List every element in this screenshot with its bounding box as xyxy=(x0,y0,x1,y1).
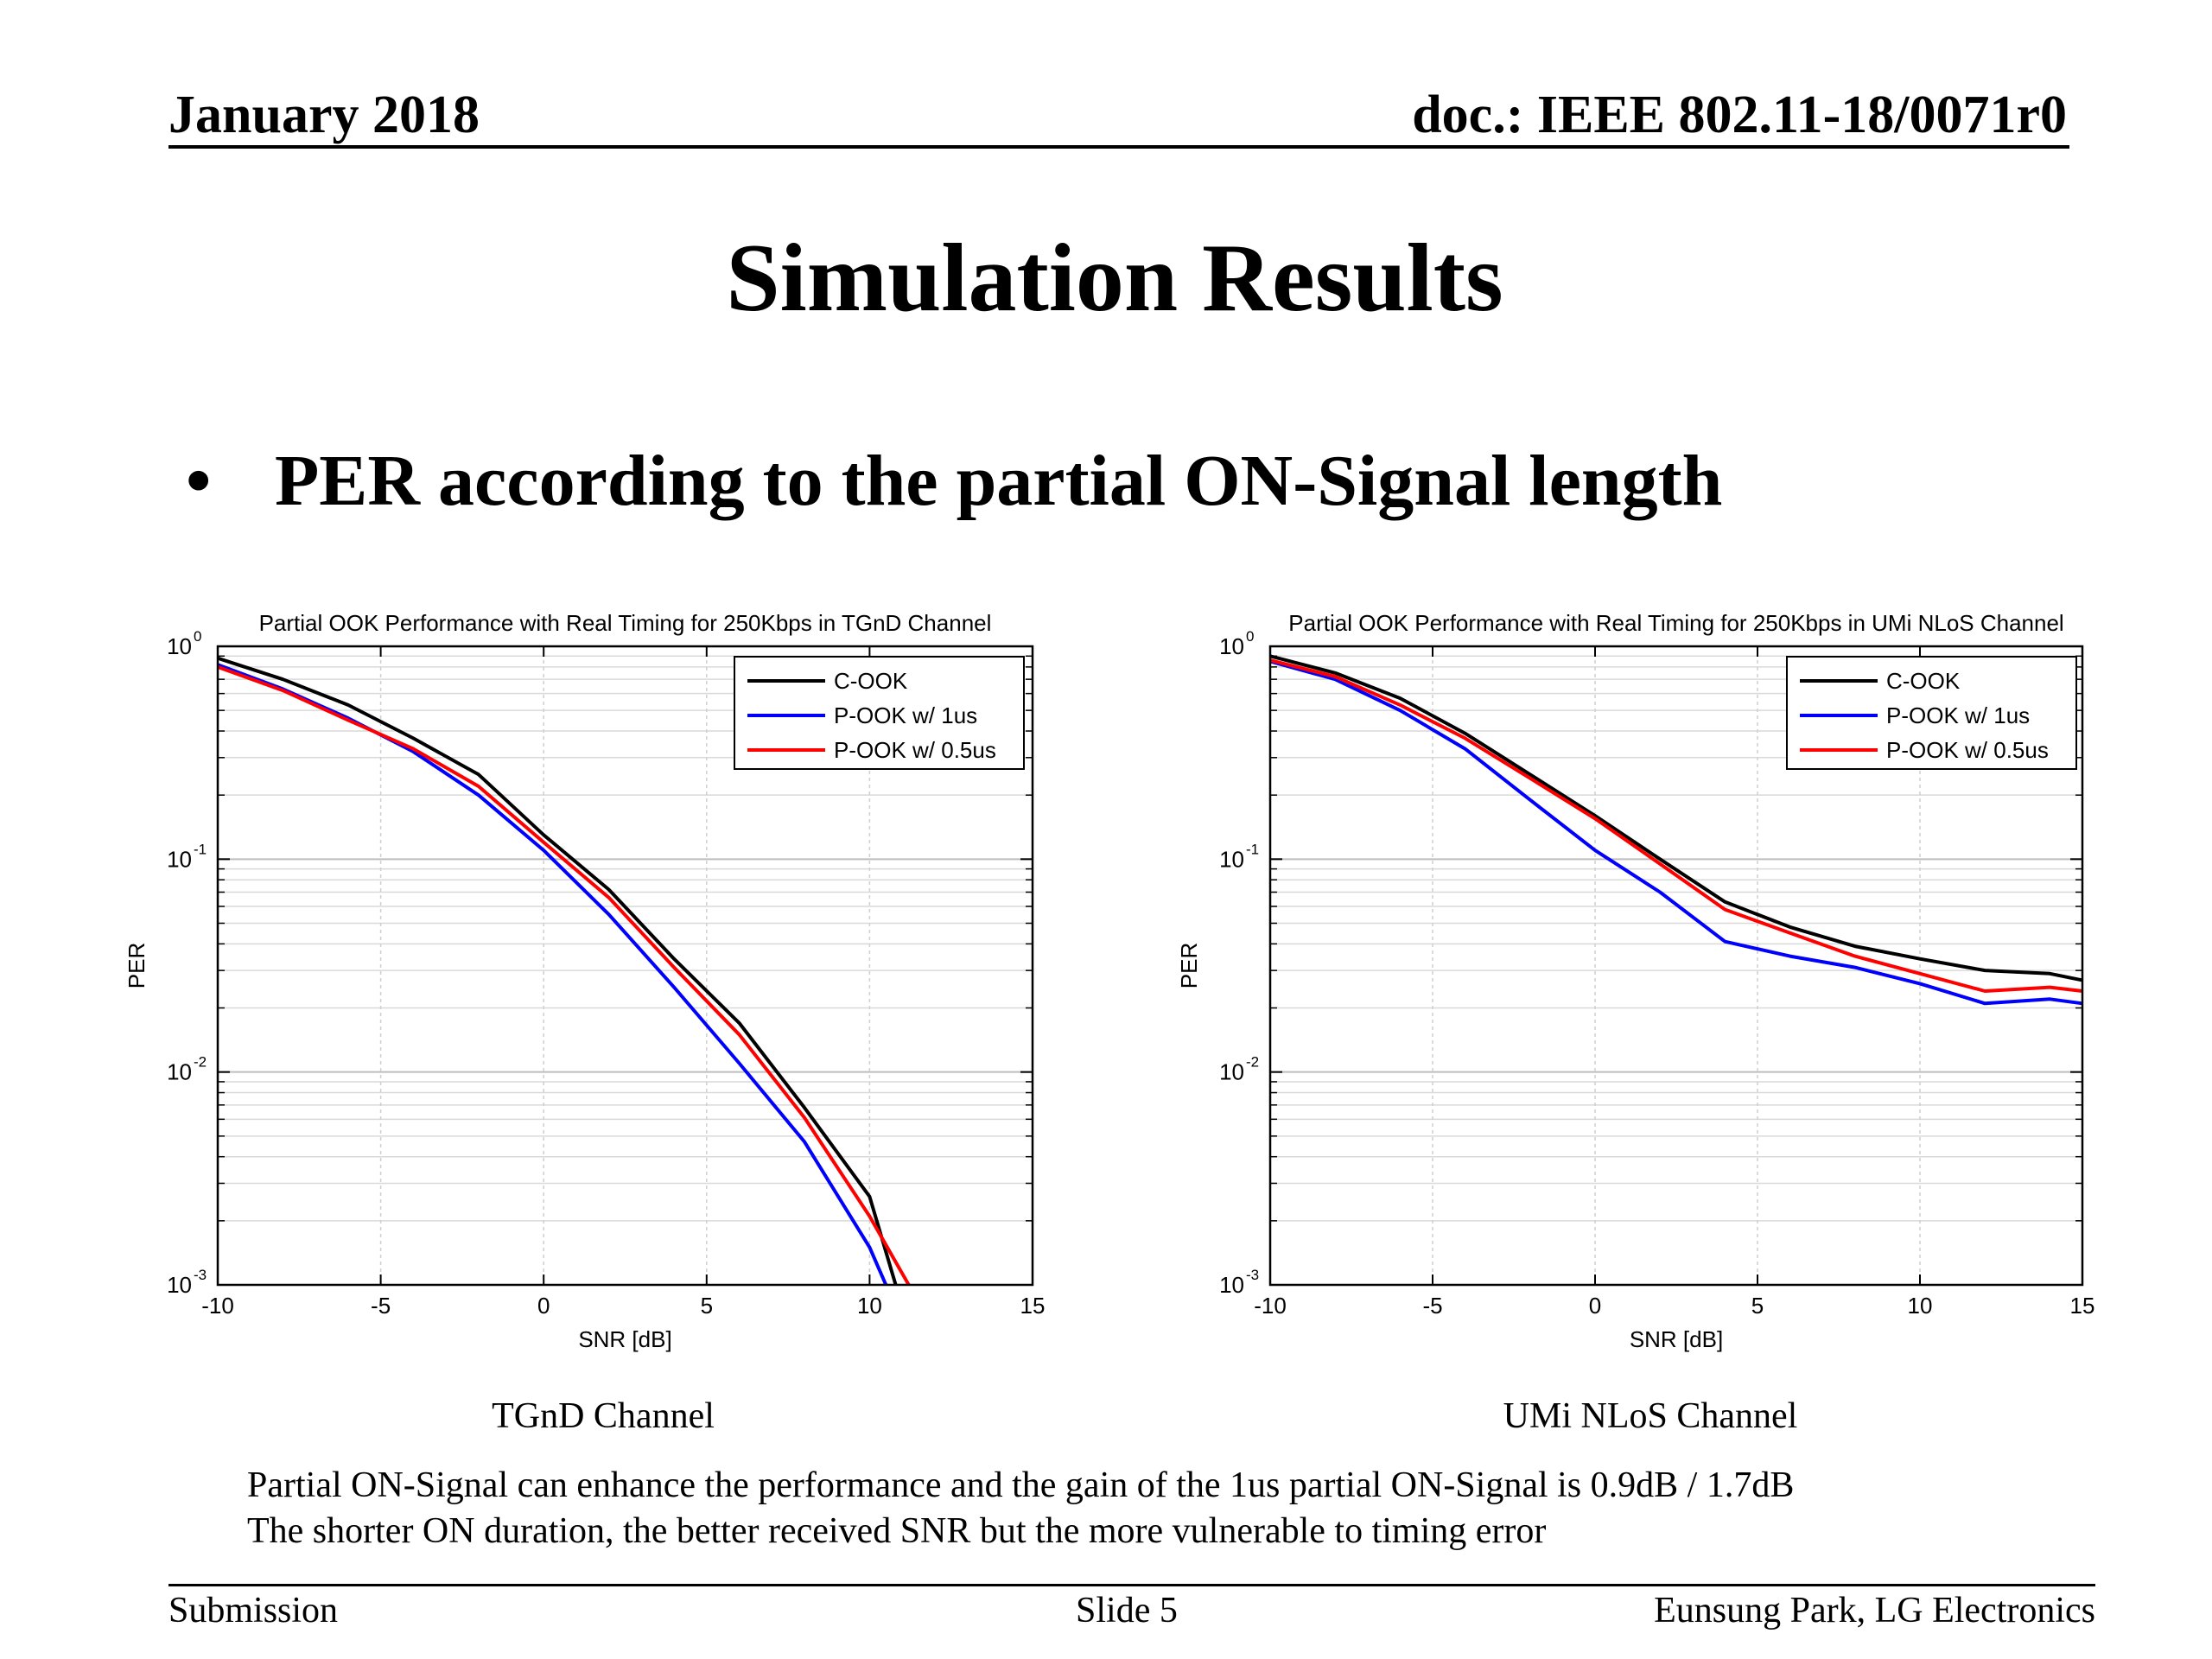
header-date: January 2018 xyxy=(168,86,480,144)
chart-title: Partial OOK Performance with Real Timing… xyxy=(259,610,992,636)
x-tick-label: 0 xyxy=(1589,1293,1601,1319)
y-tick-label: 10 xyxy=(167,1272,192,1298)
header-doc-id: doc.: IEEE 802.11-18/0071r0 xyxy=(1412,86,2067,144)
x-axis-label: SNR [dB] xyxy=(1630,1326,1723,1352)
bullet-text: PER according to the partial ON-Signal l… xyxy=(275,441,1723,521)
series-line-2 xyxy=(1269,659,2083,1006)
y-tick-label: 10 xyxy=(1219,846,1244,872)
y-tick-exponent: -1 xyxy=(1246,841,1259,857)
y-tick-label: 10 xyxy=(167,633,192,659)
x-tick-label: -10 xyxy=(201,1293,234,1319)
x-tick-label: 15 xyxy=(1020,1293,1046,1319)
x-tick-label: 0 xyxy=(537,1293,550,1319)
footer-rule xyxy=(168,1584,2095,1586)
note-line-1: Partial ON-Signal can enhance the perfor… xyxy=(247,1465,1795,1505)
y-tick-exponent: 0 xyxy=(1246,628,1254,645)
x-tick-label: 5 xyxy=(701,1293,713,1319)
y-tick-exponent: -2 xyxy=(1246,1054,1259,1071)
y-tick-exponent: -3 xyxy=(194,1267,207,1283)
legend-label-2: P-OOK w/ 1us xyxy=(834,702,977,728)
note-line-2: The shorter ON duration, the better rece… xyxy=(247,1511,1547,1551)
x-tick-label: 5 xyxy=(1751,1293,1764,1319)
x-tick-label: 10 xyxy=(1908,1293,1933,1319)
y-tick-exponent: -1 xyxy=(194,841,207,857)
bullet-mark: • xyxy=(186,441,212,521)
footer-author: Eunsung Park, LG Electronics xyxy=(1654,1591,2095,1630)
footer-left: Submission xyxy=(168,1591,339,1630)
legend-label-1: C-OOK xyxy=(834,668,908,694)
y-axis-label: PER xyxy=(1176,943,1202,988)
legend-label-3: P-OOK w/ 0.5us xyxy=(1886,737,2049,763)
plot-frame xyxy=(216,645,1034,1287)
series-line-3 xyxy=(1269,658,2083,993)
y-tick-label: 10 xyxy=(1219,633,1244,659)
caption-tgnd: TGnD Channel xyxy=(492,1396,715,1436)
legend-label-3: P-OOK w/ 0.5us xyxy=(834,737,996,763)
series-line-1 xyxy=(217,656,898,1286)
caption-umi-nlos: UMi NLoS Channel xyxy=(1503,1396,1798,1436)
y-tick-label: 10 xyxy=(167,846,192,872)
footer-slide-number: Slide 5 xyxy=(1076,1591,1178,1630)
x-tick-label: -5 xyxy=(1422,1293,1442,1319)
chart-title: Partial OOK Performance with Real Timing… xyxy=(1288,610,2063,636)
header-rule xyxy=(168,145,2069,149)
y-tick-exponent: -3 xyxy=(1246,1267,1259,1283)
y-tick-exponent: 0 xyxy=(194,628,201,645)
x-axis-label: SNR [dB] xyxy=(578,1326,671,1352)
legend-label-1: C-OOK xyxy=(1886,668,1961,694)
legend-label-2: P-OOK w/ 1us xyxy=(1886,702,2030,728)
plot-frame xyxy=(1268,645,2084,1287)
y-tick-label: 10 xyxy=(167,1059,192,1085)
series-line-3 xyxy=(217,665,911,1286)
x-tick-label: -10 xyxy=(1254,1293,1287,1319)
y-tick-label: 10 xyxy=(1219,1059,1244,1085)
x-tick-label: -5 xyxy=(371,1293,391,1319)
slide-title: Simulation Results xyxy=(726,225,1503,332)
y-axis-label: PER xyxy=(124,943,149,988)
y-tick-label: 10 xyxy=(1219,1272,1244,1298)
x-tick-label: 15 xyxy=(2070,1293,2095,1319)
x-tick-label: 10 xyxy=(857,1293,882,1319)
series-line-2 xyxy=(217,663,888,1286)
y-tick-exponent: -2 xyxy=(194,1054,207,1071)
series-line-1 xyxy=(1269,654,2083,982)
